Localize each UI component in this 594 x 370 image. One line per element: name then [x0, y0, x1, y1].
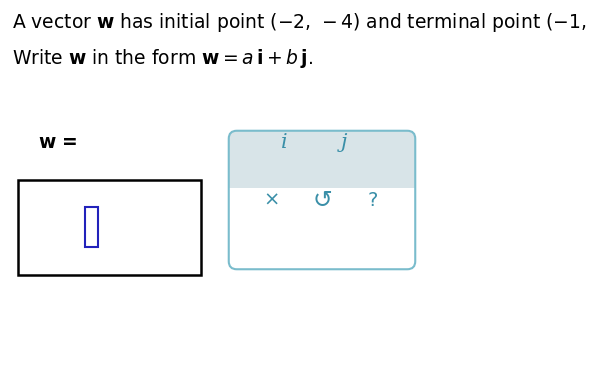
- Bar: [85, 207, 98, 247]
- Text: Write $\mathbf{w}$ in the form $\mathbf{w}=a\,\mathbf{i}+b\,\mathbf{j}.$: Write $\mathbf{w}$ in the form $\mathbf{…: [12, 47, 313, 70]
- Text: i: i: [281, 132, 287, 151]
- Text: A vector $\mathbf{w}$ has initial point $(-2,\,-4)$ and terminal point $(-1,\,3): A vector $\mathbf{w}$ has initial point …: [12, 10, 594, 34]
- Text: $\mathbf{w}$ =: $\mathbf{w}$ =: [38, 133, 78, 152]
- Bar: [229, 188, 415, 200]
- FancyBboxPatch shape: [229, 131, 415, 197]
- Text: ↺: ↺: [312, 188, 332, 212]
- Bar: [18, 180, 201, 275]
- Text: ×: ×: [263, 191, 279, 209]
- Text: ?: ?: [368, 191, 378, 209]
- Text: j: j: [342, 132, 348, 151]
- FancyBboxPatch shape: [229, 131, 415, 269]
